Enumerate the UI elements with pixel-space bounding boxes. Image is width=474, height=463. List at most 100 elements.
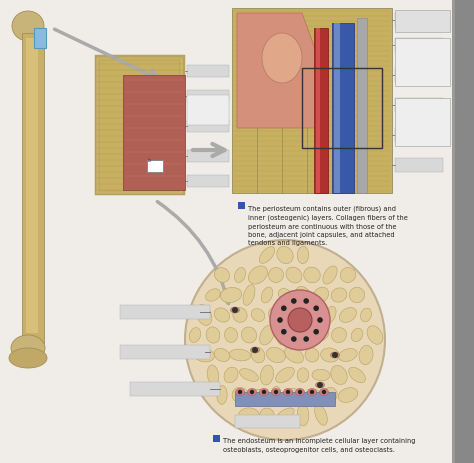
Bar <box>187 95 229 125</box>
Bar <box>316 28 320 193</box>
Text: The endosteum is an incomplete cellular layer containing
osteoblasts, osteoproge: The endosteum is an incomplete cellular … <box>223 438 416 453</box>
Bar <box>395 98 450 146</box>
Circle shape <box>274 390 278 394</box>
Bar <box>95 55 185 195</box>
Ellipse shape <box>233 308 247 322</box>
Bar <box>452 0 474 463</box>
Ellipse shape <box>305 348 319 362</box>
Ellipse shape <box>340 268 356 282</box>
Text: b: b <box>148 158 152 163</box>
Ellipse shape <box>248 266 268 284</box>
Circle shape <box>317 382 323 388</box>
Bar <box>26 38 38 333</box>
Bar <box>98 58 182 192</box>
Ellipse shape <box>207 365 219 385</box>
Ellipse shape <box>272 388 281 395</box>
Bar <box>334 23 340 193</box>
Circle shape <box>317 317 323 323</box>
Bar <box>187 120 229 132</box>
Bar <box>187 150 229 162</box>
Ellipse shape <box>206 327 220 343</box>
Ellipse shape <box>12 11 44 41</box>
Ellipse shape <box>316 382 325 388</box>
Ellipse shape <box>247 388 256 395</box>
Ellipse shape <box>284 347 303 363</box>
Ellipse shape <box>206 289 220 301</box>
Ellipse shape <box>313 329 328 341</box>
Bar <box>99 59 181 191</box>
Ellipse shape <box>297 368 309 382</box>
Circle shape <box>291 298 297 304</box>
Ellipse shape <box>361 308 372 322</box>
Ellipse shape <box>303 305 320 325</box>
Ellipse shape <box>248 389 268 400</box>
Bar <box>395 10 450 32</box>
Bar <box>395 128 443 142</box>
Circle shape <box>277 317 283 323</box>
Circle shape <box>322 390 326 394</box>
Circle shape <box>250 390 254 394</box>
Ellipse shape <box>277 325 293 345</box>
Ellipse shape <box>321 348 339 362</box>
Ellipse shape <box>323 388 337 403</box>
Bar <box>395 158 443 172</box>
Ellipse shape <box>367 326 383 344</box>
Ellipse shape <box>217 386 227 404</box>
Ellipse shape <box>297 404 309 426</box>
Bar <box>395 98 443 112</box>
Ellipse shape <box>284 307 304 323</box>
Ellipse shape <box>271 386 281 404</box>
Circle shape <box>288 308 312 332</box>
Circle shape <box>303 336 309 342</box>
Bar <box>187 65 229 77</box>
Circle shape <box>332 352 338 358</box>
Bar <box>97 57 183 193</box>
Ellipse shape <box>250 347 259 353</box>
Circle shape <box>185 240 385 440</box>
Ellipse shape <box>11 335 45 361</box>
Bar <box>235 415 300 428</box>
Ellipse shape <box>313 287 328 303</box>
Ellipse shape <box>304 389 320 400</box>
Ellipse shape <box>262 33 302 83</box>
Ellipse shape <box>260 325 274 345</box>
Bar <box>455 0 474 463</box>
Bar <box>302 68 382 148</box>
Ellipse shape <box>295 388 304 395</box>
Ellipse shape <box>9 348 47 368</box>
Bar <box>100 60 181 190</box>
Ellipse shape <box>220 288 242 302</box>
Bar <box>395 13 443 27</box>
Bar <box>395 38 450 86</box>
Circle shape <box>286 390 290 394</box>
Ellipse shape <box>194 348 214 362</box>
Ellipse shape <box>229 349 251 361</box>
Circle shape <box>281 329 287 335</box>
Ellipse shape <box>331 365 347 384</box>
Ellipse shape <box>251 309 265 321</box>
Bar <box>34 28 46 48</box>
Ellipse shape <box>214 268 229 282</box>
Circle shape <box>270 290 330 350</box>
Ellipse shape <box>331 288 347 302</box>
Circle shape <box>238 390 242 394</box>
Circle shape <box>303 298 309 304</box>
Polygon shape <box>237 13 322 128</box>
Ellipse shape <box>331 327 346 343</box>
Ellipse shape <box>241 327 256 343</box>
Ellipse shape <box>236 388 245 395</box>
Ellipse shape <box>239 369 258 382</box>
Ellipse shape <box>283 388 292 395</box>
Circle shape <box>281 306 287 311</box>
Bar <box>395 38 443 52</box>
Text: The periosteum contains outer (fibrous) and
inner (osteogenic) layers. Collagen : The periosteum contains outer (fibrous) … <box>248 206 408 246</box>
Circle shape <box>291 336 297 342</box>
Ellipse shape <box>235 268 246 282</box>
Ellipse shape <box>239 408 259 422</box>
Ellipse shape <box>266 347 285 363</box>
Bar <box>395 68 443 82</box>
Bar <box>187 175 229 187</box>
Bar <box>332 23 354 193</box>
Circle shape <box>313 329 319 335</box>
Ellipse shape <box>312 369 330 381</box>
